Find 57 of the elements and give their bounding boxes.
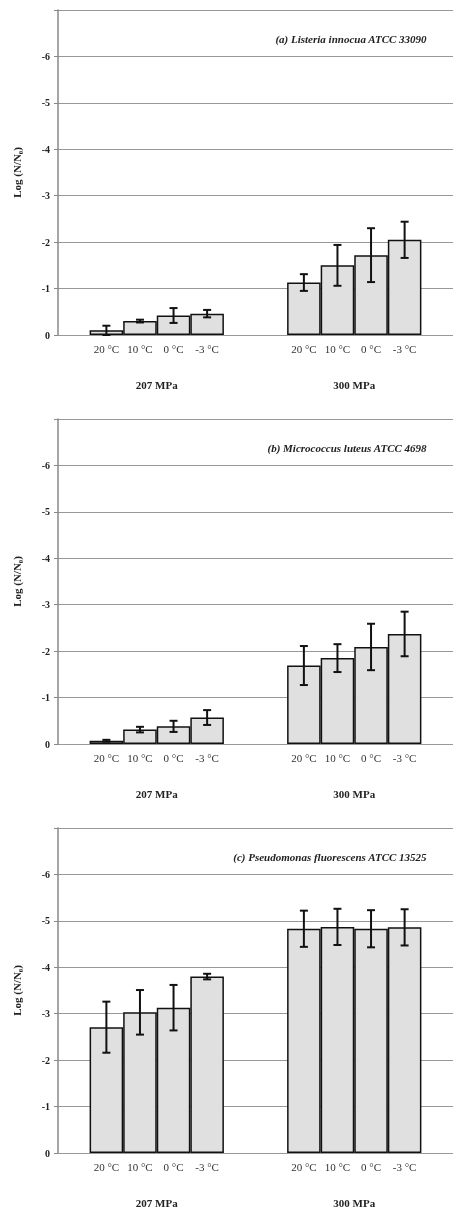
x-tick-label: 300 MPa (333, 1196, 376, 1209)
y-tick-label: -3 (41, 190, 50, 202)
series-label: 0 °C (163, 1160, 184, 1173)
y-tick-label: -4 (41, 552, 50, 564)
text: 0 °C (361, 751, 382, 764)
y-tick-label: -1 (41, 692, 50, 704)
y-tick-label: -4 (41, 143, 50, 155)
text: 10 °C (324, 342, 351, 355)
y-tick-label: 0 (45, 1147, 50, 1159)
text: (b) Micrococcus luteus ATCC 4698 (267, 441, 428, 455)
text: -3 °C (392, 1160, 417, 1173)
series-label: 20 °C (93, 751, 120, 764)
series-label: 20 °C (93, 342, 120, 355)
y-axis-title: Log (N/N₀) (10, 146, 24, 198)
text: 20 °C (291, 342, 317, 355)
text: 10 °C (324, 1160, 351, 1173)
y-tick-label: -1 (41, 283, 50, 295)
text: (c) Pseudomonas fluorescens ATCC 13525 (233, 850, 428, 864)
y-axis-title: Log (N/N₀) (10, 964, 24, 1016)
y-tick-label: -5 (41, 97, 50, 109)
series-label: -3 °C (195, 342, 219, 355)
series-label: 10 °C (127, 751, 153, 764)
text: (a) Listeria innocua ATCC 33090 (275, 32, 428, 46)
y-tick-label: -5 (41, 915, 50, 927)
y-tick-label: -2 (41, 645, 50, 657)
y-tick-label: -3 (41, 599, 50, 611)
x-tick-label: 207 MPa (135, 378, 179, 391)
y-tick-label: -5 (41, 506, 50, 518)
text: 10 °C (324, 751, 351, 764)
y-tick-label: -6 (41, 459, 50, 471)
series-label: 10 °C (127, 1160, 153, 1173)
y-tick-label: -3 (41, 1008, 50, 1020)
series-label: 10 °C (127, 342, 153, 355)
x-tick-label: 300 MPa (333, 378, 376, 391)
y-tick-label: 0 (45, 738, 50, 750)
y-tick-label: -1 (41, 1101, 50, 1113)
series-label: 0 °C (163, 342, 184, 355)
series-label: -3 °C (195, 1160, 219, 1173)
x-tick-label: 207 MPa (135, 1196, 179, 1209)
y-tick-label: -4 (41, 961, 50, 973)
text: -3 °C (392, 751, 417, 764)
text: 0 °C (361, 342, 382, 355)
series-label: -3 °C (195, 751, 219, 764)
text: 20 °C (291, 751, 317, 764)
y-tick-label: -2 (41, 1054, 50, 1066)
y-tick-label: -6 (41, 50, 50, 62)
text: -3 °C (392, 342, 417, 355)
text: 0 °C (361, 1160, 382, 1173)
series-label: 20 °C (93, 1160, 120, 1173)
series-label: 0 °C (163, 751, 184, 764)
x-tick-label: 207 MPa (135, 787, 179, 800)
y-tick-label: -6 (41, 868, 50, 880)
y-tick-label: -2 (41, 236, 50, 248)
text: 20 °C (291, 1160, 317, 1173)
x-tick-label: 300 MPa (333, 787, 376, 800)
y-tick-label: 0 (45, 329, 50, 341)
y-axis-title: Log (N/N₀) (10, 555, 24, 607)
